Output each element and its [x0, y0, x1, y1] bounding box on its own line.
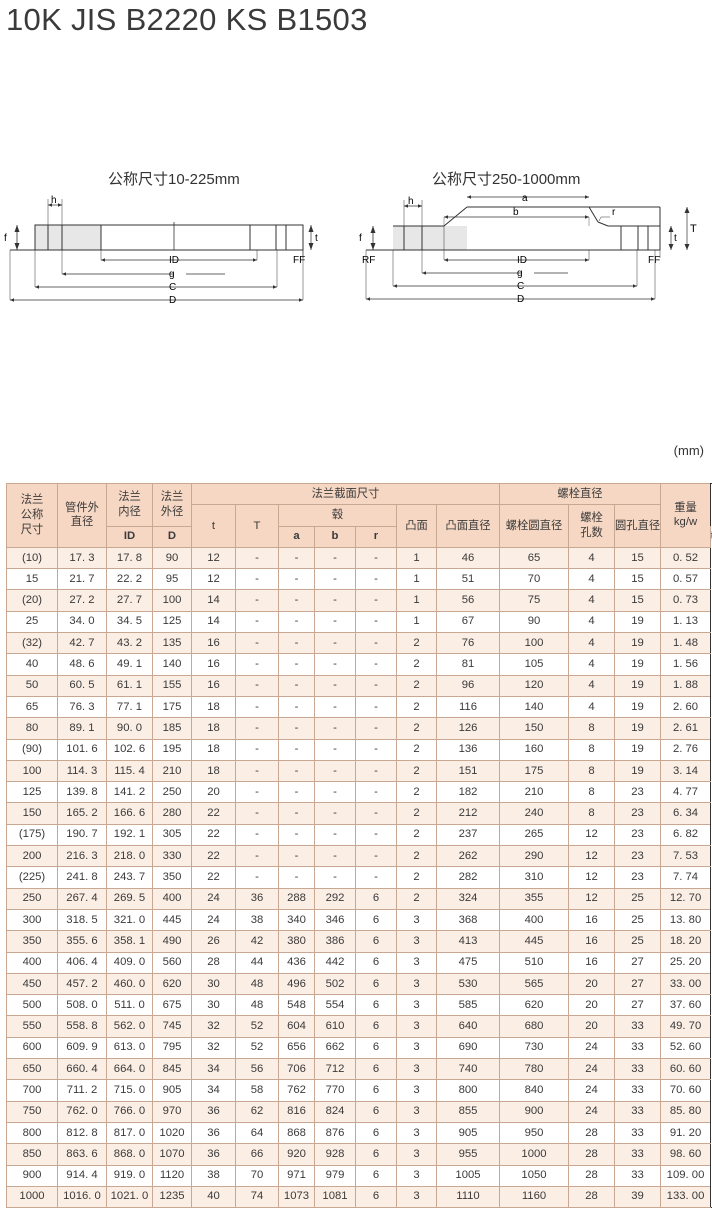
svg-text:t: t	[315, 233, 318, 244]
svg-text:g: g	[517, 268, 523, 279]
svg-text:b: b	[513, 207, 519, 218]
svg-text:g: g	[169, 269, 175, 280]
svg-text:RF: RF	[362, 255, 375, 266]
svg-text:C: C	[169, 282, 176, 293]
svg-text:t: t	[674, 233, 677, 244]
svg-text:f: f	[359, 233, 362, 244]
svg-text:C: C	[517, 281, 524, 292]
svg-text:ID: ID	[517, 255, 527, 266]
svg-text:FF: FF	[648, 255, 660, 266]
svg-text:h: h	[51, 195, 57, 206]
svg-text:ID: ID	[169, 255, 179, 266]
svg-text:h: h	[408, 196, 414, 207]
svg-text:FF: FF	[293, 255, 305, 266]
svg-text:D: D	[517, 294, 524, 305]
svg-text:f: f	[4, 233, 7, 244]
svg-text:r: r	[612, 207, 616, 218]
svg-text:a: a	[522, 195, 528, 204]
svg-text:T: T	[690, 223, 697, 235]
svg-text:D: D	[169, 295, 176, 306]
